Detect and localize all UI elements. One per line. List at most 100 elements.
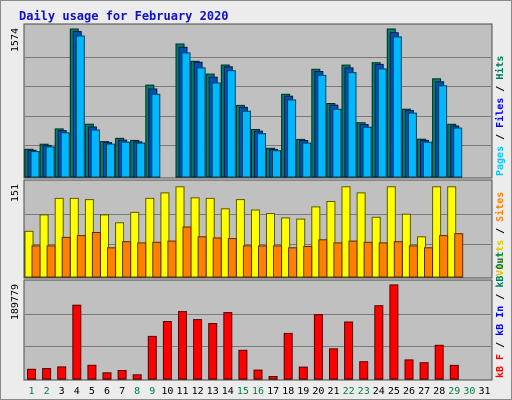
bar-kb-f-day-15 [238, 349, 248, 380]
bar-kb-f-day-9 [147, 335, 157, 380]
bar-sites-day-16 [258, 245, 267, 278]
day-label-9: 9 [149, 386, 155, 397]
bar-kb-f-day-2 [42, 368, 52, 380]
day-label-20: 20 [312, 386, 324, 397]
bar-sites-day-15 [242, 245, 252, 278]
bar-visits-day-9 [145, 197, 155, 278]
bar-sites-day-19 [303, 246, 313, 278]
bar-kb-f-day-4 [72, 304, 82, 380]
day-label-5: 5 [89, 386, 95, 397]
y-max-label: 151 [10, 184, 21, 202]
legend-entry: Files [494, 98, 506, 128]
legend-separator: / [495, 336, 506, 354]
legend-entry: kB In [495, 306, 506, 336]
bar-kb-f-day-23 [359, 361, 369, 380]
bar-pages-day-13 [211, 82, 221, 178]
bar-sites-day-20 [318, 239, 328, 278]
day-label-23: 23 [358, 386, 370, 397]
legend-entry: kB Out [495, 252, 506, 288]
bar-pages-day-1 [30, 151, 40, 178]
bar-pages-day-2 [45, 146, 55, 178]
bar-visits-day-10 [160, 192, 170, 278]
bar-sites-day-11 [182, 226, 192, 278]
bar-sites-day-6 [107, 247, 116, 278]
legend-separator: / [495, 80, 506, 98]
panel-background [23, 279, 493, 381]
bar-sites-day-27 [424, 247, 433, 278]
bar-sites-day-9 [152, 241, 162, 278]
legend-entry: Hits [494, 56, 506, 80]
bar-pages-day-20 [317, 74, 327, 178]
bar-pages-day-8 [136, 142, 146, 178]
bar-kb-f-day-25 [389, 284, 399, 380]
bar-kb-f-day-6 [102, 372, 112, 380]
bar-sites-day-14 [227, 238, 237, 278]
day-label-24: 24 [373, 386, 385, 397]
bar-pages-day-27 [423, 141, 432, 178]
bar-kb-f-day-3 [57, 366, 67, 380]
day-label-10: 10 [161, 386, 173, 397]
bar-kb-f-day-10 [162, 321, 172, 380]
bar-kb-f-day-29 [449, 364, 459, 380]
bar-visits-day-28 [432, 186, 442, 278]
bar-visits-day-17 [266, 213, 275, 278]
bar-kb-f-day-22 [344, 321, 354, 380]
panel-visits-sites [23, 179, 493, 279]
panels-layer [23, 23, 493, 381]
day-label-12: 12 [192, 386, 204, 397]
bar-pages-day-19 [302, 142, 312, 178]
legend-entry: Pages [495, 146, 506, 176]
day-label-3: 3 [59, 386, 65, 397]
bar-sites-day-7 [122, 241, 132, 278]
bar-pages-day-5 [90, 129, 100, 178]
day-label-21: 21 [327, 386, 339, 397]
bar-sites-day-12 [197, 236, 207, 278]
bar-sites-day-26 [408, 245, 418, 278]
bar-visits-day-23 [356, 192, 366, 278]
panel-kbytes [23, 279, 493, 381]
bar-kb-f-day-8 [132, 374, 142, 380]
day-label-13: 13 [207, 386, 219, 397]
day-label-11: 11 [176, 386, 188, 397]
bar-sites-day-1 [31, 245, 41, 278]
bar-pages-day-24 [377, 68, 387, 178]
bar-sites-day-4 [76, 235, 86, 278]
day-label-29: 29 [448, 386, 460, 397]
bar-visits-day-22 [341, 186, 351, 278]
day-label-4: 4 [74, 386, 80, 397]
bar-kb-f-day-7 [117, 370, 127, 380]
bar-pages-day-28 [438, 85, 448, 178]
y-max-label: 1574 [10, 28, 21, 52]
panel-legend: kB F / kB In / kB Out [495, 252, 506, 378]
bar-pages-day-3 [60, 132, 70, 178]
bar-kb-f-day-1 [27, 368, 36, 380]
day-label-18: 18 [282, 386, 294, 397]
bar-kb-f-day-16 [253, 369, 263, 380]
day-label-19: 19 [297, 386, 309, 397]
bar-kb-f-day-26 [404, 359, 414, 380]
bar-pages-day-7 [121, 141, 131, 178]
bar-pages-day-26 [407, 112, 417, 178]
panel-hits-files-pages [23, 23, 493, 179]
day-label-25: 25 [388, 386, 400, 397]
day-label-22: 22 [343, 386, 355, 397]
bar-visits-day-16 [251, 209, 260, 278]
bar-kb-f-day-17 [268, 376, 278, 380]
day-label-26: 26 [403, 386, 415, 397]
bar-pages-day-17 [272, 150, 281, 178]
bar-sites-day-3 [61, 236, 71, 278]
panel-legend: Pages / Files / Hits [494, 56, 506, 176]
bar-sites-day-28 [439, 235, 449, 278]
legend-separator: / [495, 222, 506, 240]
day-label-1: 1 [28, 386, 34, 397]
bar-sites-day-25 [393, 241, 403, 278]
bar-sites-day-29 [454, 233, 464, 278]
chart-title: Daily usage for February 2020 [19, 9, 229, 23]
legend-separator: / [495, 288, 506, 306]
bar-kb-f-day-11 [178, 311, 187, 380]
bar-pages-day-21 [332, 108, 342, 178]
bar-kb-f-day-21 [329, 348, 338, 380]
legend-entry: kB F [495, 354, 506, 378]
day-label-31: 31 [478, 386, 490, 397]
